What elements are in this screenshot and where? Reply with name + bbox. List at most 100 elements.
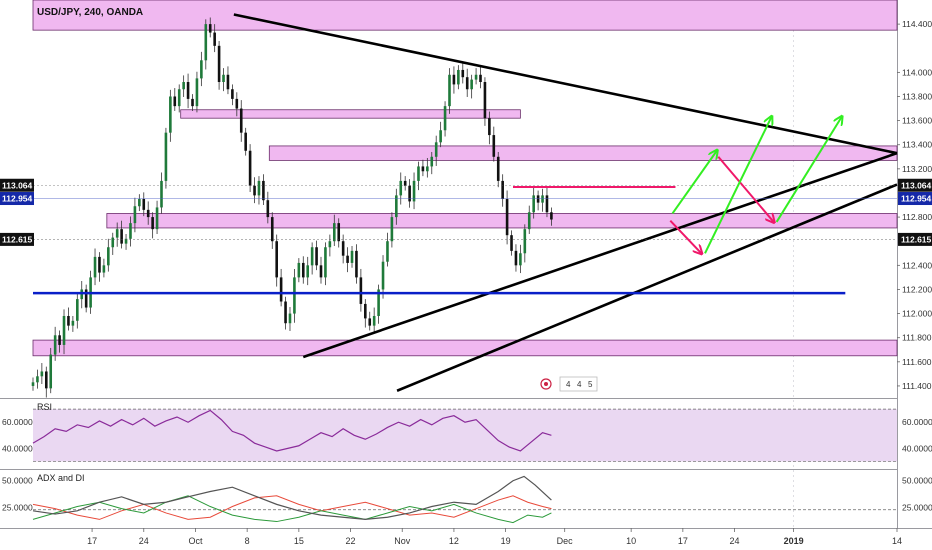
arrow-green-3 [704, 117, 771, 254]
candle-body-91 [434, 142, 438, 157]
candle-body-70 [341, 241, 345, 256]
time-tick-label: 24 [730, 536, 740, 546]
time-tick-label: 17 [678, 536, 688, 546]
candle-body-104 [492, 135, 496, 157]
zones [32, 0, 898, 357]
candle-body-50 [253, 185, 256, 196]
price-label-bg-2 [898, 232, 932, 246]
candle-body-97 [461, 69, 465, 78]
candle-body-115 [541, 195, 544, 203]
candle-body-35 [186, 82, 190, 99]
candle-body-33 [177, 89, 181, 107]
candle-body-39 [204, 24, 208, 61]
event-count-1: 4 [566, 380, 571, 389]
adx-line [32, 475, 552, 521]
candle-body-40 [208, 24, 212, 33]
candle-body-77 [372, 315, 376, 326]
candle-body-38 [200, 60, 203, 79]
candle-body-68 [332, 223, 336, 242]
candle-body-26 [146, 209, 150, 218]
candle-body-47 [239, 108, 243, 133]
candle-body-82 [395, 195, 398, 218]
candle-body-15 [98, 256, 101, 273]
adx-tick-label-left: 25.0000 [2, 503, 33, 513]
candle-body-52 [262, 180, 265, 201]
projection-arrows [669, 117, 841, 254]
event-badge[interactable] [559, 376, 598, 392]
candle-body-102 [483, 82, 487, 119]
candle-body-98 [465, 77, 469, 90]
price-tick-label: 112.400 [902, 260, 932, 270]
candle-body-20 [120, 229, 123, 244]
zone-1 [180, 109, 521, 119]
rsi-tick-label: 40.0000 [902, 443, 932, 453]
candle-body-101 [479, 74, 482, 83]
candle-body-49 [248, 150, 252, 186]
time-tick-label: Oct [188, 536, 203, 546]
candle-body-41 [213, 32, 216, 46]
adx-pane [32, 475, 897, 524]
candle-body-36 [191, 98, 194, 107]
candle-body-107 [505, 199, 509, 236]
event-count-2: 4 [577, 380, 582, 389]
time-tick-label: 24 [139, 536, 149, 546]
adx-tick-label-left: 50.0000 [2, 476, 33, 486]
rsi-band [33, 409, 897, 462]
candle-body-16 [102, 265, 106, 273]
drawing-toolbar[interactable]: 4 4 5 [540, 376, 598, 392]
time-tick-label: 17 [87, 536, 97, 546]
adx-label: ADX and DI [37, 473, 85, 483]
rsi-pane [32, 408, 897, 462]
candle-body-109 [514, 250, 518, 266]
price-label: 113.064 [901, 180, 932, 190]
candle-body-111 [523, 229, 527, 254]
candle-body-45 [231, 89, 234, 99]
axes: 114.400 114.000 113.800 113.600 113.400 113.2… [0, 19, 932, 546]
adx-tick-label: 25.0000 [902, 503, 932, 513]
candle-body-87 [417, 166, 420, 181]
grid [0, 0, 932, 529]
zone-0 [32, 0, 898, 31]
candle-body-63 [310, 247, 314, 266]
time-tick-label: 15 [294, 536, 304, 546]
candle-body-34 [182, 82, 185, 90]
symbol-label: USD/JPY, 240, OANDA [37, 7, 143, 18]
candle-body-108 [510, 235, 513, 251]
time-tick-label: 8 [245, 536, 250, 546]
candle-body-95 [452, 74, 456, 85]
candle-body-44 [226, 74, 230, 90]
arrow-pink-1 [717, 156, 773, 222]
arrow-pink-0 [669, 220, 701, 254]
record-dot-icon [544, 382, 548, 386]
candle-body-81 [390, 217, 394, 242]
candle-body-27 [151, 217, 154, 230]
candle-body-114 [536, 195, 540, 203]
candle-body-110 [519, 253, 522, 266]
candle-body-79 [381, 261, 385, 290]
candle-body-69 [337, 223, 341, 242]
time-tick-label: 12 [449, 536, 459, 546]
price-label-bg-1 [898, 192, 932, 206]
price-tick-label: 113.600 [902, 116, 932, 126]
candle-body-6 [58, 335, 61, 345]
candle-body-54 [270, 217, 274, 242]
price-label-left: 112.954 [2, 194, 33, 204]
candle-body-42 [217, 45, 221, 83]
candle-body-78 [377, 289, 380, 316]
candle-body-73 [355, 250, 358, 278]
di-plus-line [32, 495, 552, 524]
candle-body-24 [138, 199, 141, 207]
candle-body-10 [76, 299, 79, 321]
candle-body-21 [124, 238, 128, 244]
candle-body-25 [142, 199, 146, 210]
candle-body-59 [293, 277, 296, 314]
candle-body-85 [408, 185, 411, 202]
price-label-bg-0 [898, 178, 932, 192]
candle-body-96 [457, 69, 460, 85]
trendline-2 [396, 183, 898, 392]
candle-body-66 [324, 247, 327, 278]
price-tick-label: 113.400 [902, 140, 932, 150]
candle-body-3 [44, 371, 48, 389]
candle-body-58 [288, 313, 292, 324]
